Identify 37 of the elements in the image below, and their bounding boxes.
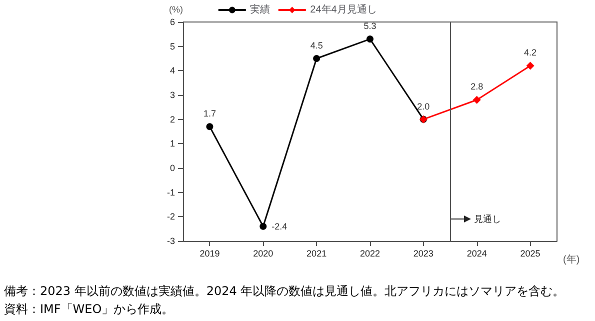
x-tick-label: 2021 bbox=[306, 248, 327, 258]
data-label: 4.2 bbox=[524, 47, 537, 58]
y-axis-title: (%) bbox=[169, 4, 183, 14]
data-label: 1.7 bbox=[203, 108, 216, 119]
data-label: 4.5 bbox=[310, 40, 323, 50]
text: 資料：IMF「WEO」から作成。 bbox=[4, 301, 175, 318]
x-tick-label: 2022 bbox=[360, 248, 380, 258]
x-tick-label: 2024 bbox=[466, 248, 487, 258]
x-tick-label: 2025 bbox=[520, 248, 540, 258]
data-label: 2.8 bbox=[470, 81, 484, 92]
point bbox=[472, 96, 481, 104]
y-tick-label: 1 bbox=[170, 138, 175, 149]
data-label: 2.0 bbox=[417, 101, 430, 112]
point bbox=[313, 55, 320, 62]
y-tick-label: 4 bbox=[170, 66, 175, 76]
y-tick-label: -1 bbox=[166, 187, 175, 198]
point bbox=[206, 123, 214, 130]
y-tick-label: 5 bbox=[170, 41, 175, 52]
x-tick-label: 2019 bbox=[200, 248, 220, 258]
y-tick-label: -3 bbox=[166, 236, 175, 246]
point bbox=[366, 36, 374, 43]
text: 備考：2023 年以前の数値は実績値。2024 年以降の数値は見通し値。北アフリカにはソマリアを含む。 bbox=[4, 283, 565, 300]
y-tick-label: 3 bbox=[170, 90, 175, 100]
y-tick-label: 6 bbox=[170, 17, 175, 27]
point bbox=[526, 62, 534, 70]
x-tick-label: 2023 bbox=[413, 248, 434, 258]
data-label: -2.4 bbox=[272, 221, 288, 232]
legend-label: 実績 bbox=[250, 4, 270, 16]
ref-line-label: 見通し bbox=[474, 214, 502, 224]
y-tick-label: -2 bbox=[166, 212, 175, 222]
y-tick-label: 2 bbox=[170, 114, 175, 124]
data-label: 5.3 bbox=[364, 21, 376, 32]
legend-label: 24年4月見通し bbox=[310, 4, 377, 16]
x-axis-title: (年) bbox=[563, 254, 580, 266]
point bbox=[260, 222, 267, 230]
x-tick-label: 2020 bbox=[253, 248, 274, 258]
y-tick-label: 0 bbox=[170, 163, 175, 173]
